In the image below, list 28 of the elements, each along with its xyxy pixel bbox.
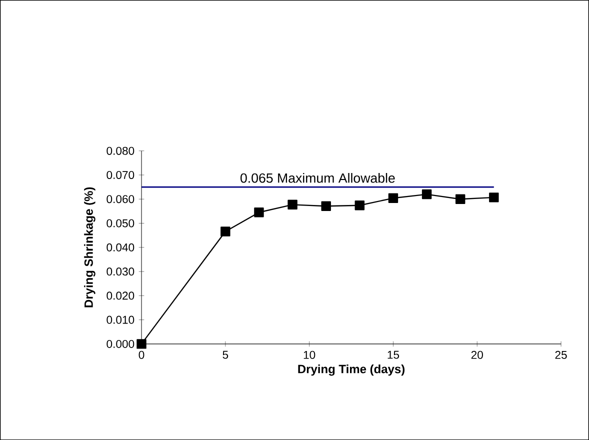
y-tick-label: 0.000	[106, 340, 134, 348]
y-tick-label: 0.050	[106, 219, 134, 228]
y-tick-label: 0.040	[106, 243, 134, 252]
x-tick-label: 10	[304, 350, 316, 359]
point	[388, 193, 398, 203]
x-tick-label: 0	[138, 350, 144, 359]
x-tick-label: 15	[388, 350, 400, 359]
y-tick-label: 0.060	[106, 195, 134, 204]
point	[489, 192, 499, 202]
ref-line-label: 0.065 Maximum Allowable	[240, 172, 395, 183]
y-tick-label: 0.020	[106, 292, 134, 300]
y-tick-label: 0.070	[106, 170, 134, 179]
x-tick-label: 5	[222, 350, 228, 359]
point	[254, 207, 264, 218]
x-tick-label: 25	[555, 350, 567, 359]
point	[288, 200, 298, 210]
point	[220, 226, 230, 236]
x-tick-label: 20	[471, 350, 483, 359]
point	[321, 201, 331, 211]
y-axis-title: Drying Shrinkage (%)	[84, 187, 96, 308]
y-tick-label: 0.030	[106, 267, 134, 276]
y-tick-label: 0.080	[106, 146, 134, 155]
point	[354, 200, 365, 210]
point	[136, 339, 146, 349]
y-tick-label: 0.010	[106, 316, 134, 324]
point	[455, 194, 466, 204]
point	[422, 189, 432, 200]
x-axis-title: Drying Time (days)	[298, 364, 405, 376]
